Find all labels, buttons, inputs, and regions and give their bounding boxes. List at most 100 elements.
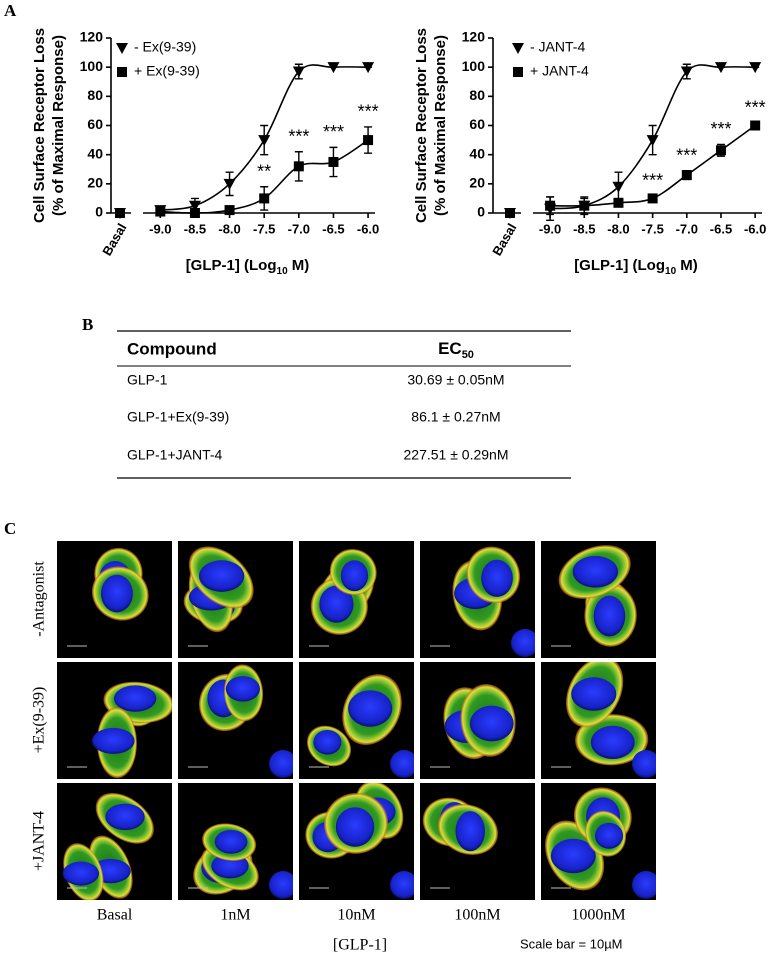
panel-label: A — [4, 1, 17, 20]
nucleus — [348, 690, 393, 727]
column-label: 1000nM — [571, 907, 625, 924]
x-tick-label: -7.0 — [676, 221, 698, 236]
table-cell: GLP-1+Ex(9-39) — [127, 409, 229, 425]
micrograph — [178, 783, 293, 900]
column-label: 10nM — [337, 907, 375, 924]
x-axis-title: [GLP-1] (Log10 M) — [574, 257, 698, 277]
marker — [188, 200, 201, 212]
x-tick-label: -8.0 — [218, 221, 240, 236]
x-axis-title-part: [GLP-1] (Log — [186, 257, 277, 274]
micrograph — [420, 662, 535, 779]
y-axis-title: Cell Surface Receptor Loss — [31, 28, 48, 223]
nucleus — [632, 871, 656, 899]
legend-label: - JANT-4 — [530, 39, 585, 55]
nucleus — [269, 871, 293, 899]
y-tick-label: 0 — [95, 204, 103, 220]
nucleus — [511, 629, 535, 657]
legend-label: + JANT-4 — [530, 63, 589, 79]
marker — [681, 170, 692, 181]
y-tick-label: 100 — [462, 58, 486, 74]
significance: *** — [710, 119, 731, 139]
marker — [328, 156, 339, 167]
micrograph — [178, 662, 293, 779]
significance: *** — [358, 102, 379, 122]
marker — [646, 135, 659, 147]
nucleus — [105, 803, 145, 831]
x-axis-title: [GLP-1] (Log10 M) — [186, 257, 310, 277]
column-label: Basal — [97, 907, 133, 924]
x-axis-title-part: [GLP-1] (Log — [574, 257, 665, 274]
marker — [327, 62, 340, 74]
panel-label: C — [4, 519, 16, 538]
y-tick-label: 20 — [469, 175, 485, 191]
header-subscript: 50 — [462, 349, 474, 361]
marker — [223, 178, 236, 190]
x-tick-label: Basal — [489, 221, 519, 259]
marker — [749, 62, 762, 74]
nucleus — [595, 822, 624, 849]
legend-label: - Ex(9-39) — [134, 39, 196, 55]
marker — [189, 208, 200, 218]
micrograph — [57, 783, 172, 900]
x-tick-label: -9.0 — [539, 221, 561, 236]
x-tick-label: -6.5 — [322, 221, 344, 236]
x-tick-label: -6.0 — [357, 221, 379, 236]
nucleus — [225, 676, 260, 702]
x-tick-label: -9.0 — [149, 221, 171, 236]
marker — [579, 200, 590, 211]
x-tick-label: -6.5 — [710, 221, 732, 236]
table-cell: 227.51 ± 0.29nM — [404, 447, 509, 463]
table-cell: GLP-1+JANT-4 — [127, 447, 223, 463]
marker — [117, 67, 127, 77]
x-tick-label: -8.5 — [184, 221, 206, 236]
nucleus — [214, 829, 248, 854]
nucleus — [313, 729, 342, 755]
micrograph — [57, 662, 172, 779]
marker — [293, 161, 304, 172]
nucleus — [62, 861, 100, 886]
table-header: EC50 — [438, 339, 474, 360]
nucleus — [340, 560, 369, 592]
x-tick-label: -7.5 — [641, 221, 663, 236]
legend-entry: + JANT-4 — [513, 63, 589, 79]
x-tick-label: -8.0 — [607, 221, 629, 236]
nucleus — [269, 750, 293, 778]
significance: *** — [323, 122, 344, 142]
micrograph — [299, 541, 414, 658]
column-label: 1nM — [220, 907, 250, 924]
marker — [363, 135, 374, 146]
nucleus — [390, 871, 414, 899]
nucleus — [550, 838, 596, 874]
x-tick-label: -7.5 — [253, 221, 275, 236]
x-axis-title-part: M) — [288, 257, 310, 274]
row-label: +Ex(9-39) — [31, 687, 48, 754]
legend-label: + Ex(9-39) — [134, 63, 200, 79]
y-tick-label: 80 — [87, 87, 103, 103]
y-axis-title: (% of Maximal Response) — [432, 35, 449, 216]
micrograph — [420, 541, 535, 658]
marker — [513, 67, 523, 77]
marker — [258, 135, 271, 147]
significance: ** — [257, 162, 271, 182]
marker — [155, 206, 166, 217]
y-axis-title: Cell Surface Receptor Loss — [413, 28, 430, 223]
x-axis-title-subscript: 10 — [277, 266, 289, 277]
y-tick-label: 20 — [87, 175, 103, 191]
y-tick-label: 80 — [469, 87, 485, 103]
significance: *** — [676, 145, 697, 165]
marker — [362, 62, 375, 74]
marker — [115, 208, 125, 218]
micrograph — [541, 541, 656, 658]
legend-entry: + Ex(9-39) — [117, 63, 200, 79]
marker — [613, 197, 624, 208]
row-label: -Antagonist — [31, 561, 48, 637]
nucleus — [198, 560, 245, 592]
nucleus — [100, 574, 133, 613]
marker — [715, 145, 726, 156]
table: Compound EC50 GLP-1 30.69 ± 0.05nM GLP-1… — [117, 330, 571, 479]
axis-label: [GLP-1] — [333, 937, 387, 954]
significance: *** — [745, 97, 766, 117]
micrograph — [299, 662, 414, 779]
y-tick-label: 60 — [469, 116, 485, 132]
marker — [750, 120, 761, 131]
